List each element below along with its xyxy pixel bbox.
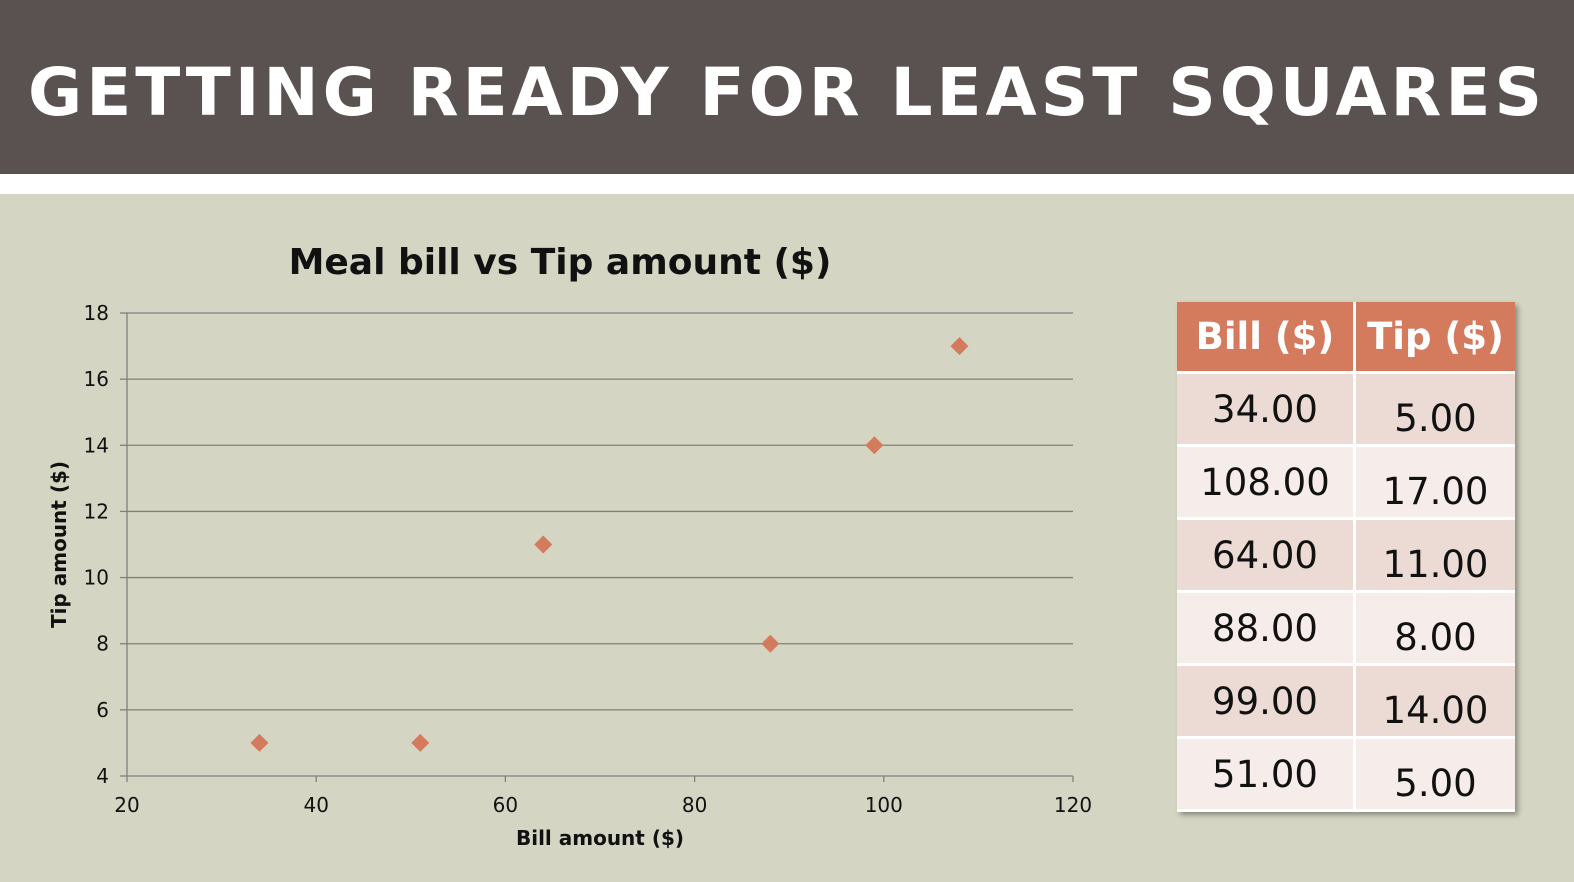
table-cell-bill: 88.00 [1177, 591, 1356, 666]
table-cell-tip: 14.00 [1354, 664, 1515, 739]
table-cell-bill: 99.00 [1177, 664, 1356, 739]
table-row: 34.00 5.00 [1177, 372, 1515, 447]
y-tick-label: 6 [96, 698, 109, 722]
table-row: 64.00 11.00 [1177, 518, 1515, 593]
table-cell-bill: 51.00 [1177, 737, 1356, 812]
y-tick-label: 14 [84, 433, 109, 457]
table-row: 51.00 5.00 [1177, 737, 1515, 812]
scatter-chart: Meal bill vs Tip amount ($) 4 6 8 10 12 14 16 18… [40, 220, 1130, 870]
data-point [950, 337, 969, 356]
table-cell-bill: 64.00 [1177, 518, 1356, 593]
table-cell-tip: 11.00 [1354, 518, 1515, 593]
y-tick-label: 18 [84, 301, 109, 325]
x-tick-label: 100 [865, 793, 903, 817]
table-header-row: Bill ($) Tip ($) [1177, 302, 1515, 374]
table-header-bill: Bill ($) [1177, 302, 1356, 374]
table-cell-bill: 108.00 [1177, 445, 1356, 520]
table-cell-tip: 5.00 [1354, 737, 1515, 812]
title-divider [0, 174, 1574, 194]
table-cell-tip: 5.00 [1354, 372, 1515, 447]
table-header-tip: Tip ($) [1354, 302, 1515, 374]
x-tick-label: 20 [114, 793, 139, 817]
table-row: 108.00 17.00 [1177, 445, 1515, 520]
data-point [411, 733, 430, 752]
x-tick-label: 40 [303, 793, 328, 817]
y-tick-label: 8 [96, 632, 109, 656]
data-table: Bill ($) Tip ($) 34.00 5.00 108.00 17.00… [1177, 302, 1515, 812]
table-cell-tip: 17.00 [1354, 445, 1515, 520]
data-point [534, 535, 553, 554]
y-tick-label: 12 [84, 499, 109, 523]
x-tick-label: 120 [1054, 793, 1092, 817]
table-row: 88.00 8.00 [1177, 591, 1515, 666]
y-tick-label: 16 [84, 367, 109, 391]
table-row: 99.00 14.00 [1177, 664, 1515, 739]
x-axis-label: Bill amount ($) [516, 826, 684, 850]
y-axis-label: Tip amount ($) [47, 461, 71, 628]
data-point [865, 436, 884, 455]
x-tick-label: 80 [682, 793, 707, 817]
data-point [250, 733, 269, 752]
y-tick-label: 4 [96, 764, 109, 788]
y-tick-label: 10 [84, 566, 109, 590]
data-point [761, 634, 780, 653]
chart-svg: Meal bill vs Tip amount ($) 4 6 8 10 12 14 16 18… [47, 242, 1092, 850]
x-tick-label: 60 [493, 793, 518, 817]
title-bar [0, 0, 1574, 174]
table-cell-tip: 8.00 [1354, 591, 1515, 666]
table-cell-bill: 34.00 [1177, 372, 1356, 447]
chart-title: Meal bill vs Tip amount ($) [289, 242, 832, 283]
slide-title: GETTING READY FOR LEAST SQUARES [28, 53, 1546, 131]
